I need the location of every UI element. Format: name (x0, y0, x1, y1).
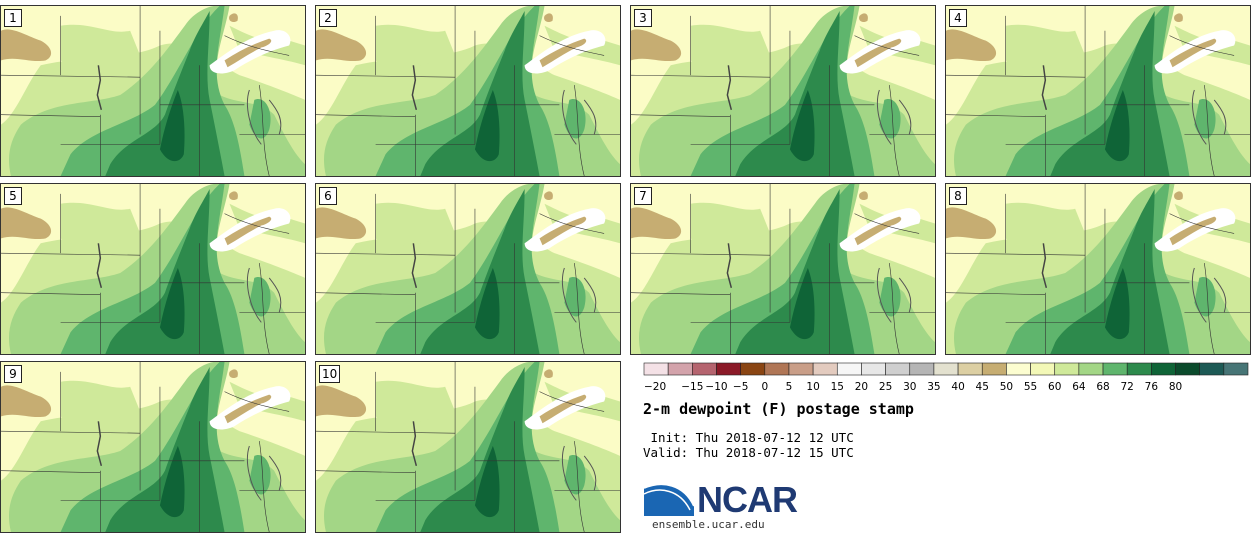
colorbar-tick-label: 72 (1121, 381, 1134, 392)
colorbar-tick-label: −20 (644, 381, 666, 392)
dewpoint-map (1, 184, 305, 354)
colorbar-tick-label: 64 (1072, 381, 1086, 392)
colorbar-bin (1126, 362, 1152, 376)
dewpoint-colorbar: −20 −15 −10 −5 0 5 10 15 20 25 30 35 40 45 50 55 60 64 68 7… (643, 362, 1249, 392)
colorbar-bin (1223, 362, 1249, 376)
ensemble-member-panel-8[interactable]: 8 (945, 183, 1251, 355)
member-number-label: 2 (319, 9, 337, 27)
colorbar-tick-label: 35 (927, 381, 940, 392)
colorbar-bin (667, 362, 693, 376)
colorbar-tick-label: −10 (705, 381, 727, 392)
colorbar-bin (1199, 362, 1225, 376)
colorbar-tick-label: 25 (879, 381, 892, 392)
member-number-label: 7 (634, 187, 652, 205)
ensemble-member-panel-6[interactable]: 6 (315, 183, 621, 355)
ncar-logo-text: NCAR (697, 479, 798, 520)
colorbar-bin (861, 362, 886, 376)
colorbar-bin (643, 362, 669, 376)
ensemble-member-panel-2[interactable]: 2 (315, 5, 621, 177)
valid-time-label: Valid: Thu 2018-07-12 15 UTC (643, 445, 854, 460)
dewpoint-map (946, 6, 1250, 176)
init-time-label: Init: Thu 2018-07-12 12 UTC (643, 430, 854, 445)
dewpoint-map (631, 6, 935, 176)
ensemble-member-panel-10[interactable]: 10 (315, 361, 621, 533)
chart-title: 2-m dewpoint (F) postage stamp (643, 400, 914, 418)
colorbar-tick-label: 30 (903, 381, 916, 392)
colorbar-bin (764, 362, 790, 376)
dewpoint-map (946, 184, 1250, 354)
colorbar-bin (933, 362, 959, 376)
member-number-label: 10 (319, 365, 341, 383)
dewpoint-map (316, 362, 620, 532)
colorbar-tick-label: 10 (806, 381, 819, 392)
colorbar-bin (1006, 362, 1031, 376)
ensemble-member-panel-1[interactable]: 1 (0, 5, 306, 177)
member-number-label: 3 (634, 9, 652, 27)
colorbar-bin (692, 362, 717, 376)
colorbar-bin (1102, 362, 1128, 376)
ensemble-member-panel-3[interactable]: 3 (630, 5, 936, 177)
dewpoint-map (631, 184, 935, 354)
ensemble-member-panel-4[interactable]: 4 (945, 5, 1251, 177)
colorbar-tick-label: 55 (1024, 381, 1037, 392)
colorbar-tick-label: 80 (1169, 381, 1182, 392)
colorbar-bin (1151, 362, 1176, 376)
ncar-logo-swoosh-icon (643, 483, 695, 516)
member-number-label: 5 (4, 187, 22, 205)
colorbar-tick-label: 15 (831, 381, 844, 392)
colorbar-bin (885, 362, 911, 376)
colorbar-tick-label: 45 (976, 381, 989, 392)
colorbar-bin (1054, 362, 1080, 376)
colorbar-bin (836, 362, 862, 376)
colorbar-tick-label: 68 (1096, 381, 1109, 392)
colorbar-tick-label: 60 (1048, 381, 1061, 392)
colorbar-bin (1078, 362, 1104, 376)
dewpoint-map (1, 6, 305, 176)
colorbar-tick-label: 40 (951, 381, 964, 392)
ensemble-member-panel-5[interactable]: 5 (0, 183, 306, 355)
colorbar-tick-label: −15 (681, 381, 703, 392)
member-number-label: 6 (319, 187, 337, 205)
colorbar-tick-label: 5 (786, 381, 793, 392)
colorbar-tick-label: 20 (855, 381, 868, 392)
colorbar-bin (981, 362, 1007, 376)
colorbar-bin (1175, 362, 1200, 376)
colorbar-tick-label: 76 (1145, 381, 1159, 392)
member-number-label: 4 (949, 9, 967, 27)
colorbar-tick-label: −5 (733, 381, 748, 392)
dewpoint-map (316, 6, 620, 176)
dewpoint-map (316, 184, 620, 354)
colorbar-tick-label: 50 (1000, 381, 1013, 392)
colorbar-bin (909, 362, 935, 376)
colorbar-bin (1030, 362, 1056, 376)
colorbar-bin (716, 362, 741, 376)
ensemble-url[interactable]: ensemble.ucar.edu (652, 518, 765, 531)
colorbar-bin (740, 362, 766, 376)
ensemble-member-panel-7[interactable]: 7 (630, 183, 936, 355)
member-number-label: 9 (4, 365, 22, 383)
colorbar-bin (812, 362, 838, 376)
member-number-label: 8 (949, 187, 967, 205)
colorbar-bin (957, 362, 983, 376)
ensemble-member-panel-9[interactable]: 9 (0, 361, 306, 533)
member-number-label: 1 (4, 9, 22, 27)
dewpoint-map (1, 362, 305, 532)
colorbar-bin (788, 362, 814, 376)
colorbar-tick-label: 0 (761, 381, 768, 392)
